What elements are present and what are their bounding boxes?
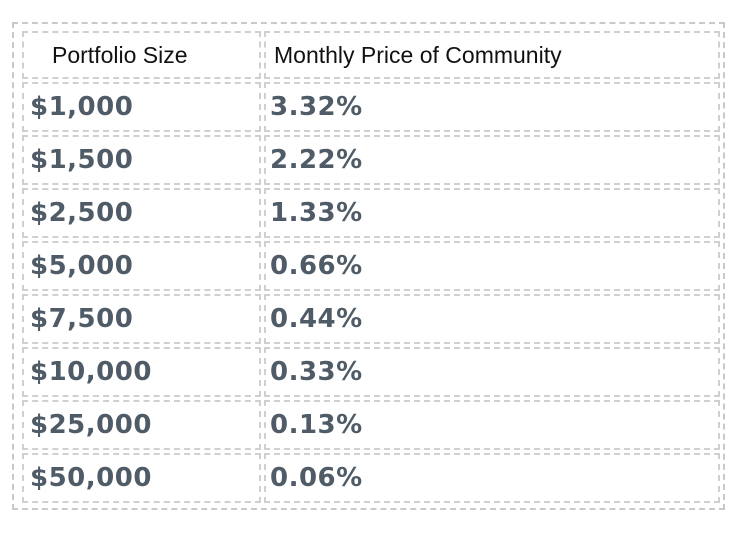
monthly-price-cell: 0.66% [264,241,720,291]
pricing-table: Portfolio Size Monthly Price of Communit… [19,28,723,506]
table-row: $1,000 3.32% [22,82,720,132]
header-monthly-price: Monthly Price of Community [264,31,720,79]
table-row: $1,500 2.22% [22,135,720,185]
pricing-table-frame: Portfolio Size Monthly Price of Communit… [12,22,725,510]
monthly-price-cell: 0.33% [264,347,720,397]
table-row: $10,000 0.33% [22,347,720,397]
portfolio-size-cell: $50,000 [22,453,261,503]
monthly-price-cell: 1.33% [264,188,720,238]
portfolio-size-cell: $25,000 [22,400,261,450]
portfolio-size-cell: $1,500 [22,135,261,185]
table-row: $5,000 0.66% [22,241,720,291]
table-row: $2,500 1.33% [22,188,720,238]
table-header-row: Portfolio Size Monthly Price of Communit… [22,31,720,79]
monthly-price-cell: 0.06% [264,453,720,503]
table-row: $7,500 0.44% [22,294,720,344]
portfolio-size-cell: $1,000 [22,82,261,132]
portfolio-size-cell: $5,000 [22,241,261,291]
monthly-price-cell: 0.13% [264,400,720,450]
header-portfolio-size: Portfolio Size [22,31,261,79]
portfolio-size-cell: $2,500 [22,188,261,238]
portfolio-size-cell: $10,000 [22,347,261,397]
table-row: $50,000 0.06% [22,453,720,503]
monthly-price-cell: 0.44% [264,294,720,344]
portfolio-size-cell: $7,500 [22,294,261,344]
table-row: $25,000 0.13% [22,400,720,450]
monthly-price-cell: 3.32% [264,82,720,132]
monthly-price-cell: 2.22% [264,135,720,185]
